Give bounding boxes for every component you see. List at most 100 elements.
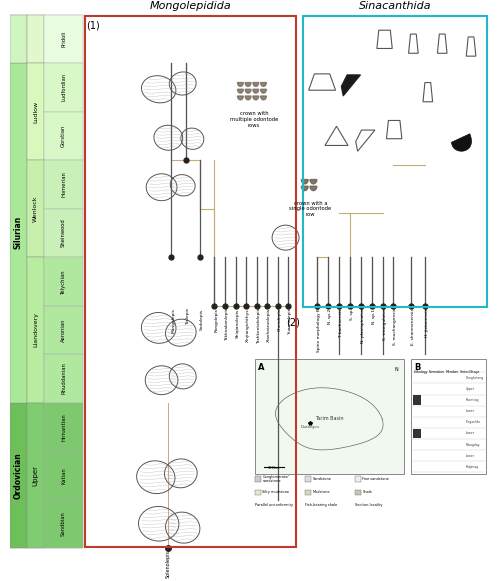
- Text: Tieganlike: Tieganlike: [466, 420, 480, 424]
- Text: Ludfordian: Ludfordian: [61, 73, 66, 102]
- Bar: [303, 16, 488, 307]
- Text: Formation: Formation: [429, 371, 445, 374]
- Polygon shape: [260, 83, 266, 87]
- Text: B: B: [414, 363, 420, 372]
- Bar: [27, 63, 44, 160]
- Bar: [44, 257, 83, 306]
- Polygon shape: [238, 83, 244, 87]
- Text: Cherolepis: Cherolepis: [278, 309, 282, 331]
- Bar: [44, 160, 83, 209]
- Text: S. sp.: S. sp.: [350, 309, 354, 320]
- Bar: [305, 476, 310, 482]
- Bar: [414, 429, 421, 438]
- Text: N. planispinatus: N. planispinatus: [362, 309, 366, 343]
- Text: Conglomerate/
sandstone: Conglomerate/ sandstone: [262, 475, 289, 483]
- Bar: [10, 403, 83, 451]
- Polygon shape: [452, 134, 471, 151]
- Bar: [10, 306, 83, 354]
- Text: Lower: Lower: [466, 409, 474, 413]
- Text: Hirnantian: Hirnantian: [61, 413, 66, 440]
- Bar: [255, 359, 404, 474]
- Bar: [10, 500, 83, 548]
- Bar: [10, 451, 83, 500]
- Polygon shape: [238, 96, 244, 100]
- Text: Taklmakanlepis: Taklmakanlepis: [225, 309, 229, 342]
- Text: Lithology: Lithology: [414, 371, 428, 374]
- Text: crown with a
single odontode
row: crown with a single odontode row: [290, 200, 332, 217]
- Text: (2): (2): [286, 317, 300, 327]
- Text: Upper: Upper: [466, 387, 474, 391]
- Bar: [414, 396, 421, 405]
- Text: (1): (1): [86, 20, 101, 30]
- Bar: [10, 63, 83, 112]
- Text: T. bachuensis: T. bachuensis: [340, 309, 344, 338]
- Text: S. triangulatus: S. triangulatus: [382, 309, 386, 340]
- Bar: [44, 209, 83, 257]
- Text: Xiaohaizuolepis: Xiaohaizuolepis: [268, 309, 272, 342]
- Bar: [412, 359, 486, 474]
- Text: 100km: 100km: [268, 467, 280, 471]
- Bar: [44, 403, 83, 451]
- Text: Series/Stage: Series/Stage: [460, 371, 480, 374]
- Text: Gorstian: Gorstian: [61, 125, 66, 147]
- Text: Ludlow: Ludlow: [33, 101, 38, 123]
- Text: N. sp.2: N. sp.2: [328, 309, 332, 324]
- Bar: [355, 476, 360, 482]
- Text: Sandbian: Sandbian: [61, 511, 66, 536]
- Text: Dawangou: Dawangou: [300, 425, 320, 429]
- Text: Mongolepidida: Mongolepidida: [150, 1, 232, 11]
- Text: Sheinwood: Sheinwood: [61, 218, 66, 247]
- Bar: [10, 63, 27, 403]
- Polygon shape: [302, 180, 308, 184]
- Polygon shape: [238, 89, 244, 93]
- Bar: [10, 354, 83, 403]
- Bar: [44, 500, 83, 548]
- Bar: [44, 354, 83, 403]
- Bar: [255, 490, 260, 496]
- Text: Sinacanthida: Sinacanthida: [359, 1, 432, 11]
- Polygon shape: [310, 187, 317, 191]
- Bar: [355, 490, 360, 496]
- Polygon shape: [253, 96, 258, 100]
- Bar: [84, 16, 296, 547]
- Text: N. sp.1: N. sp.1: [372, 309, 376, 324]
- Text: N: N: [394, 367, 398, 371]
- Text: Aeronian: Aeronian: [61, 318, 66, 342]
- Text: Silurian: Silurian: [14, 216, 23, 249]
- Bar: [10, 257, 83, 306]
- Text: Parallel unconformity: Parallel unconformity: [255, 503, 293, 507]
- Bar: [44, 306, 83, 354]
- Text: Shiqianolepis: Shiqianolepis: [236, 309, 240, 338]
- Text: Katian: Katian: [61, 467, 66, 483]
- Bar: [27, 15, 44, 63]
- Bar: [44, 112, 83, 160]
- Text: Tarim Basin: Tarim Basin: [315, 417, 344, 421]
- Text: E. shanmenensis: E. shanmenensis: [412, 309, 416, 345]
- Bar: [27, 257, 44, 403]
- Text: Xinjiangichthys: Xinjiangichthys: [246, 309, 250, 342]
- Text: Yuannolepis: Yuannolepis: [288, 309, 292, 334]
- Polygon shape: [260, 89, 266, 93]
- Polygon shape: [245, 83, 251, 87]
- Text: Upper: Upper: [32, 465, 38, 486]
- Polygon shape: [245, 89, 251, 93]
- Text: Shale: Shale: [362, 490, 372, 494]
- Bar: [305, 490, 310, 496]
- Bar: [44, 15, 83, 63]
- Bar: [10, 209, 83, 257]
- Bar: [44, 451, 83, 500]
- Text: Section locality: Section locality: [355, 503, 382, 507]
- Text: Kaoertag: Kaoertag: [466, 398, 479, 402]
- Text: Member: Member: [446, 371, 460, 374]
- Polygon shape: [253, 89, 258, 93]
- Bar: [27, 160, 44, 257]
- Text: Mongolepis: Mongolepis: [171, 309, 175, 333]
- Text: Lower: Lower: [466, 454, 474, 458]
- Text: S. muchangensis: S. muchangensis: [393, 309, 397, 346]
- Text: Fine sandstone: Fine sandstone: [362, 477, 389, 481]
- Bar: [10, 403, 27, 548]
- Text: Fish-bearing shale: Fish-bearing shale: [305, 503, 337, 507]
- Text: Telychian: Telychian: [61, 269, 66, 293]
- Polygon shape: [245, 96, 251, 100]
- Text: Lower: Lower: [466, 432, 474, 435]
